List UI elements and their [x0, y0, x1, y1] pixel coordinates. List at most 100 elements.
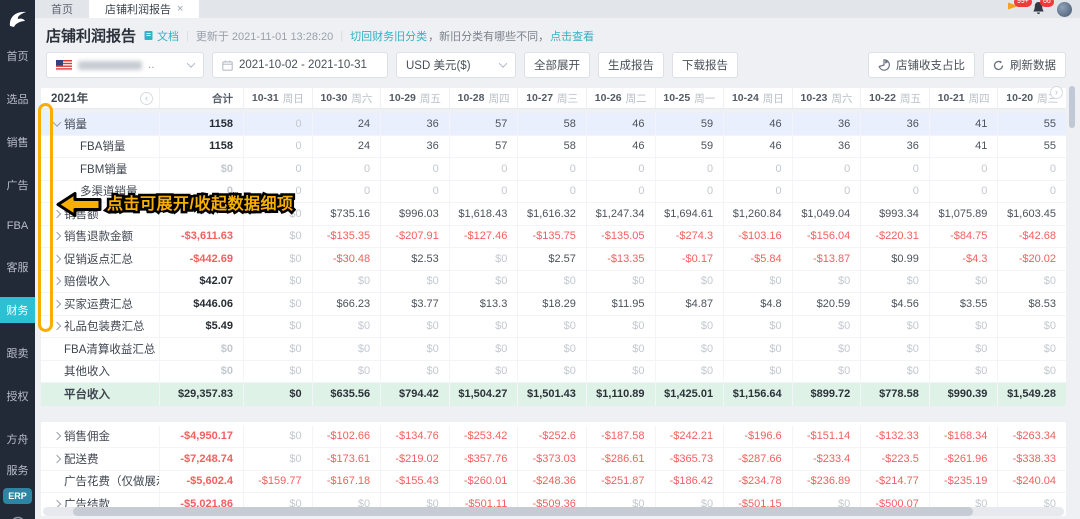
- row-label[interactable]: 销售佣金: [41, 426, 159, 448]
- sidebar-item-8[interactable]: 跟卖: [6, 348, 29, 360]
- row-label[interactable]: 配送费: [41, 448, 159, 470]
- sidebar-item-2[interactable]: 选品: [6, 94, 29, 106]
- cell-value: -$159.77: [243, 470, 312, 492]
- cell-value: $0: [517, 338, 586, 360]
- cell-value: -$373.03: [517, 448, 586, 470]
- sidebar-item-5[interactable]: FBA: [6, 220, 29, 232]
- cell-value: -$357.76: [448, 448, 518, 470]
- cell-value: $0: [723, 360, 792, 382]
- table-row: FBM销量 $0 0 0 0 0 0 0 0 0 0 0 0 0: [41, 158, 1066, 181]
- date-range-input[interactable]: 2021-10-02 - 2021-10-31: [212, 52, 388, 78]
- cell-value: -$151.14: [791, 425, 861, 447]
- expand-chevron-icon[interactable]: [49, 433, 64, 439]
- sidebar-item-3[interactable]: 销售: [6, 137, 29, 149]
- expand-all-button[interactable]: 全部展开: [524, 52, 590, 78]
- cell-value: $0: [997, 360, 1066, 382]
- switch-category-link[interactable]: 切回财务旧分类: [350, 28, 427, 44]
- expand-chevron-icon[interactable]: [49, 233, 64, 239]
- expand-chevron-icon[interactable]: [49, 278, 64, 284]
- next-dates-button[interactable]: ›: [1050, 86, 1063, 99]
- flag-badge: 99+: [1014, 0, 1032, 7]
- cell-value: 24: [311, 113, 381, 135]
- switch-category-label: 切回财务旧分类: [350, 30, 428, 43]
- expand-chevron-icon[interactable]: [49, 323, 64, 329]
- v-scrollbar[interactable]: [1069, 86, 1075, 128]
- cell-value: 0: [997, 158, 1066, 180]
- cell-value: $0: [311, 270, 381, 292]
- tab-profit-report[interactable]: 店铺利润报告 ×: [89, 0, 200, 18]
- cell-value: $0: [723, 338, 792, 360]
- cell-value: -$220.31: [860, 225, 929, 247]
- support-icon[interactable]: [10, 516, 26, 519]
- announcement-flag-icon[interactable]: 99+: [1006, 0, 1032, 18]
- cell-value: $0: [791, 270, 861, 292]
- row-label[interactable]: 销量: [41, 113, 159, 135]
- sidebar-item-6[interactable]: 客服: [6, 262, 29, 274]
- row-label[interactable]: 买家运费汇总: [41, 293, 159, 315]
- sidebar-item-1[interactable]: 首页: [6, 51, 29, 63]
- cell-value: 0: [243, 113, 312, 135]
- doc-link[interactable]: 文档: [143, 28, 179, 44]
- cell-value: -$287.66: [723, 448, 792, 470]
- column-header: 10-25 周一: [654, 88, 724, 108]
- cell-value: $0: [243, 448, 312, 470]
- tab-bar: 首页 店铺利润报告 × 99+ 66: [35, 0, 1080, 18]
- row-label: 其他收入: [64, 366, 110, 379]
- h-scrollbar[interactable]: [73, 507, 973, 516]
- cell-value: -$135.35: [311, 225, 381, 247]
- row-label[interactable]: 销售退款金额: [41, 226, 159, 248]
- sidebar-item-9[interactable]: 授权: [6, 391, 29, 403]
- bell-icon[interactable]: 66: [1032, 0, 1054, 18]
- generate-report-button[interactable]: 生成报告: [598, 52, 664, 78]
- cell-value: 36: [380, 113, 449, 135]
- download-report-button[interactable]: 下载报告: [672, 52, 738, 78]
- expand-chevron-icon[interactable]: [49, 211, 64, 217]
- cell-value: $0: [860, 315, 929, 337]
- cell-value: $2.57: [517, 248, 586, 270]
- income-table: 销量 1158 0 24 36 57 58 46 59 46 36 36 41 55 FBA销量 1158 0 2…: [41, 113, 1066, 406]
- store-select[interactable]: ..: [46, 52, 204, 78]
- sidebar-item-4[interactable]: 广告: [6, 180, 29, 192]
- store-ratio-label: 店铺收支占比: [896, 60, 965, 72]
- cell-value: $0: [928, 360, 998, 382]
- tab-home[interactable]: 首页: [35, 0, 89, 18]
- cell-value: $0: [517, 360, 586, 382]
- cell-value: -$84.75: [928, 225, 998, 247]
- sidebar-item-11[interactable]: 服务: [6, 465, 29, 477]
- cell-value: -$242.21: [654, 425, 724, 447]
- cell-value: $1,603.45: [997, 203, 1066, 225]
- expand-chevron-icon[interactable]: [49, 301, 64, 307]
- column-header: 10-23 周六: [791, 88, 861, 108]
- row-label[interactable]: 促销返点汇总: [41, 248, 159, 270]
- cell-total: 0: [159, 180, 243, 202]
- sidebar-item-10[interactable]: 方舟: [6, 434, 29, 446]
- expand-chevron-icon[interactable]: [49, 121, 64, 127]
- cell-value: -$236.89: [791, 470, 861, 492]
- store-ratio-button[interactable]: 店铺收支占比: [868, 52, 975, 78]
- sidebar-item-7[interactable]: 财务: [0, 297, 35, 323]
- currency-select[interactable]: USD 美元($): [396, 52, 516, 78]
- prev-dates-button[interactable]: ‹: [140, 91, 153, 105]
- expand-chevron-icon[interactable]: [49, 456, 64, 462]
- app-logo[interactable]: [6, 7, 30, 31]
- refresh-button[interactable]: 刷新数据: [983, 52, 1066, 78]
- row-label[interactable]: 赔偿收入: [41, 271, 159, 293]
- row-label[interactable]: 销售额: [41, 203, 159, 225]
- expand-chevron-icon[interactable]: [49, 256, 64, 262]
- page-header: 店铺利润报告 文档 | 更新于 2021-11-01 13:28:20 | 切回…: [41, 18, 1066, 51]
- row-label: 广告花费（仅做展示，不参...: [64, 476, 159, 489]
- avatar[interactable]: [1057, 1, 1072, 17]
- content: 店铺利润报告 文档 | 更新于 2021-11-01 13:28:20 | 切回…: [35, 18, 1080, 519]
- erp-button[interactable]: ERP: [3, 488, 32, 504]
- cell-value: $0: [585, 338, 655, 360]
- cell-value: $0: [860, 270, 929, 292]
- cell-value: 0: [928, 180, 998, 202]
- cell-value: -$261.96: [928, 448, 998, 470]
- cell-value: $0: [654, 360, 724, 382]
- close-tab-icon[interactable]: ×: [177, 2, 184, 15]
- cell-value: $1,247.34: [585, 203, 655, 225]
- cell-value: -$135.75: [517, 225, 586, 247]
- row-label[interactable]: 礼品包装费汇总: [41, 316, 159, 338]
- view-link[interactable]: 点击查看: [550, 28, 594, 44]
- cell-value: -$233.4: [791, 448, 861, 470]
